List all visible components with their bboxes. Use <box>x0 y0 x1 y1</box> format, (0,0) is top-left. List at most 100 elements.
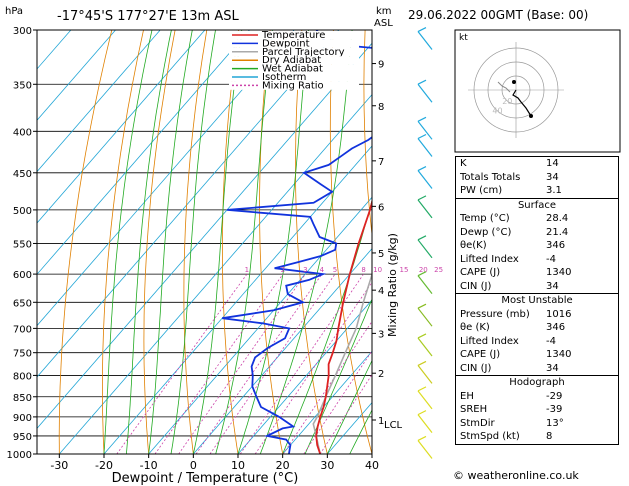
mu-label: θe (K) <box>460 322 490 333</box>
wind-barb-flag <box>417 410 427 416</box>
surface-label: CAPE (J) <box>460 267 501 278</box>
table-row: Totals Totals 34 <box>456 171 618 185</box>
x-axis-label: Dewpoint / Temperature (°C) <box>112 471 299 486</box>
legend-entry: Mixing Ratio <box>262 80 324 91</box>
pressure-tick-label: 400 <box>13 127 32 138</box>
surface-value: -4 <box>546 253 556 265</box>
wind-barb <box>417 307 433 327</box>
legend-entry: Isotherm <box>262 72 306 83</box>
hodograph-stats-section: Hodograph EH -29 SREH -39 StmDir 13° StmSpd… <box>456 375 618 444</box>
wind-barb <box>417 440 433 459</box>
isotherm-line <box>37 30 206 224</box>
table-row: Lifted Index -4 <box>456 335 618 349</box>
wind-barb <box>417 31 433 50</box>
legend-entry: Dewpoint <box>262 38 310 49</box>
isotherm-line <box>37 42 372 429</box>
hodograph-ring-label: 20 <box>502 97 512 106</box>
mixing-ratio-label: 8 <box>361 266 365 274</box>
mixing-ratio-line <box>282 320 372 454</box>
hodo-value: -39 <box>546 404 563 415</box>
wet-adiabat-line <box>304 298 372 454</box>
legend-entry: Dry Adiabat <box>262 55 321 66</box>
dry-adiabat-line <box>295 30 328 454</box>
table-row: Lifted Index -4 <box>456 253 618 267</box>
table-row: θe (K) 346 <box>456 321 618 335</box>
isotherm-line <box>59 94 372 454</box>
height-tick-label: 5 <box>378 249 384 260</box>
legend-entry: Wet Adiabat <box>262 64 323 75</box>
pressure-tick-label: 650 <box>13 298 32 309</box>
isotherm-line <box>237 299 372 454</box>
dry-adiabat-line <box>363 30 372 239</box>
wind-barb-flag <box>417 386 427 392</box>
mixing-ratio-label: 25 <box>434 266 443 274</box>
wind-barb-flag <box>417 165 427 172</box>
hodograph-storm-marker <box>512 80 516 84</box>
surface-label: θe(K) <box>460 240 487 251</box>
temperature-tick-label: 10 <box>231 459 245 472</box>
wet-adiabat-line <box>148 30 193 454</box>
wind-barb <box>417 170 433 189</box>
datetime-label: 29.06.2022 00GMT (Base: 00) <box>408 8 589 22</box>
mixing-ratio-label: 1 <box>245 266 249 274</box>
hodo-value: -29 <box>546 390 563 402</box>
dry-adiabat-line <box>58 30 113 454</box>
most-unstable-section: Most Unstable Pressure (mb) 1016 θe (K) 34… <box>456 293 618 375</box>
index-value: 14 <box>546 158 559 169</box>
hodo-label: SREH <box>460 404 488 415</box>
surface-value: 28.4 <box>546 213 569 224</box>
surface-label: Lifted Index <box>460 253 519 265</box>
wet-adiabat-line <box>170 30 216 454</box>
surface-label: CIN (J) <box>460 280 492 292</box>
wind-barb <box>417 365 433 384</box>
mixing-ratio-axis-label: Mixing Ratio (g/kg) <box>386 233 399 337</box>
copyright-footer: © weatheronline.co.uk <box>453 469 579 482</box>
hodo-value: 13° <box>546 417 564 429</box>
legend-background <box>229 56 359 65</box>
lcl-label: LCL <box>384 420 403 431</box>
surface-value: 34 <box>546 280 559 292</box>
pressure-tick-label: 600 <box>13 270 32 281</box>
isotherm-line <box>282 350 372 454</box>
dry-adiabat-line <box>143 30 176 454</box>
temperature-tick-label: -10 <box>140 459 158 472</box>
temperature-tick-label: 40 <box>365 459 379 472</box>
pressure-tick-label: 450 <box>13 169 32 180</box>
plot-frame <box>36 29 373 455</box>
wind-barb <box>417 275 433 295</box>
dewpoint-line <box>222 30 372 454</box>
legend-entry: Temperature <box>261 30 325 41</box>
parcel-trajectory-line <box>312 271 372 454</box>
wind-barb-flag <box>417 133 427 140</box>
pressure-tick-label: 300 <box>13 26 32 37</box>
height-tick-label: 3 <box>378 329 384 340</box>
table-row: CAPE (J) 1340 <box>456 348 618 362</box>
pressure-tick-label: 500 <box>13 206 32 217</box>
mixing-ratio-label: 15 <box>400 266 409 274</box>
height-tick-label: 7 <box>378 157 384 168</box>
hodograph-frame <box>454 29 621 153</box>
height-tick-label: 6 <box>378 202 384 213</box>
indices-table: K 14 Totals Totals 34 PW (cm) 3.1 Surface T… <box>455 156 619 445</box>
wind-barbs <box>417 27 433 459</box>
wind-barb-flag <box>417 303 427 309</box>
legend-background <box>229 81 359 90</box>
wind-barb <box>417 138 433 157</box>
height-tick-label: 8 <box>378 102 384 113</box>
mixing-ratio-label: 2 <box>281 266 285 274</box>
isotherm-line <box>193 248 372 454</box>
temperature-tick-label: -30 <box>50 459 68 472</box>
hodograph-stats-title: Hodograph <box>509 377 565 388</box>
index-value: 3.1 <box>546 185 562 196</box>
surface-value: 21.4 <box>546 226 569 238</box>
temperature-tick-label: 0 <box>190 459 197 472</box>
profile-lines <box>222 30 372 454</box>
mixing-ratio-line <box>209 273 336 454</box>
hodo-value: 8 <box>546 431 553 442</box>
dry-adiabat-line <box>397 30 462 454</box>
mixing-ratio-line <box>178 273 306 454</box>
mu-label: Pressure (mb) <box>460 308 530 320</box>
table-row: SREH -39 <box>456 403 618 417</box>
wind-barb-flag <box>417 116 427 122</box>
